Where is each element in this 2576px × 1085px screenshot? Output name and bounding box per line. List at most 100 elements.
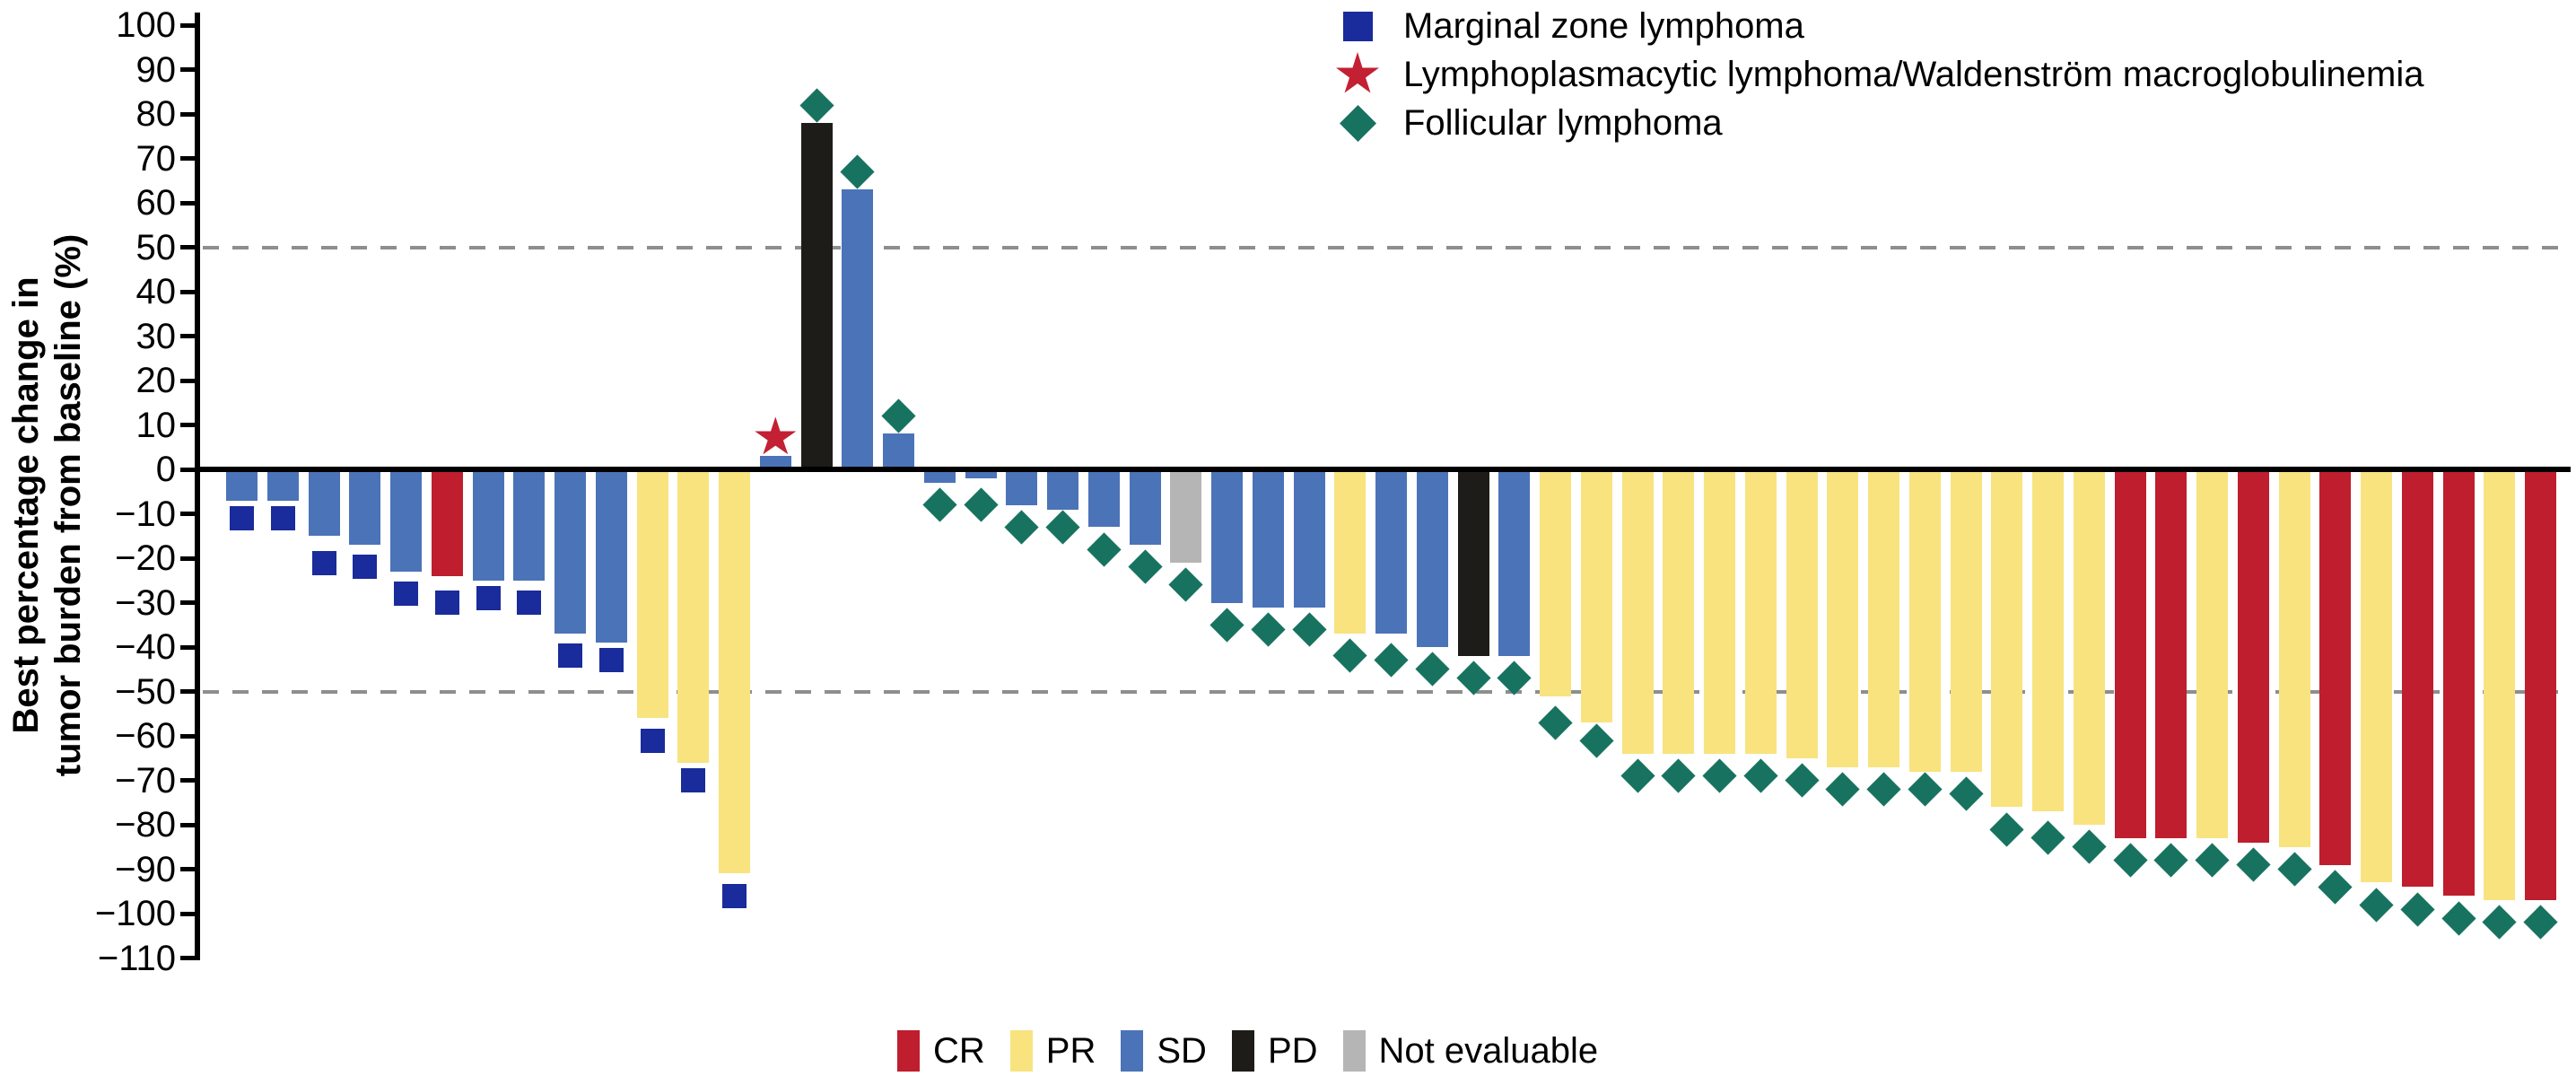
patient-bar-pr (2073, 469, 2105, 825)
y-axis-tick (180, 822, 200, 827)
fl-diamond-marker-icon (2482, 905, 2517, 940)
patient-bar-sd (1087, 469, 1120, 528)
y-axis-tick-label: 50 (135, 227, 177, 267)
y-axis-tick-label: 80 (135, 94, 177, 134)
patient-bar-pr (1663, 469, 1695, 754)
patient-bar-pr (1621, 469, 1654, 754)
response-legend-label: CR (933, 1030, 985, 1071)
patient-bar-sd (1211, 469, 1243, 603)
fl-diamond-marker-icon (963, 487, 999, 522)
y-axis-tick-label: 10 (135, 405, 177, 445)
fl-diamond-marker-icon (2112, 843, 2148, 878)
y-axis-tick-label: 30 (135, 316, 177, 356)
response-legend-item: PR (1009, 1030, 1096, 1072)
y-axis-tick-label: 40 (135, 272, 177, 311)
ne-legend-swatch (1342, 1030, 1366, 1072)
y-axis-tick-label: −10 (115, 494, 176, 534)
y-axis-tick (180, 733, 200, 739)
fl-diamond-marker-icon (2400, 891, 2435, 927)
fl-diamond-marker-icon (1251, 612, 1286, 647)
patient-bar-sd (1293, 469, 1325, 608)
fl-diamond-marker-icon (1743, 758, 1778, 793)
patient-bar-pr (2196, 469, 2228, 838)
y-axis-tick (180, 334, 200, 338)
patient-bar-sd (513, 469, 546, 581)
histology-legend-label: Marginal zone lymphoma (1403, 5, 1804, 46)
patient-bar-pr (677, 469, 710, 763)
reference-dashed-line (203, 689, 2571, 694)
response-legend-label: PD (1267, 1030, 1318, 1071)
patient-bar-sd (472, 469, 504, 581)
y-axis-tick-label: −110 (97, 938, 176, 978)
patient-bar-cr (431, 469, 463, 576)
fl-diamond-marker-icon (2236, 847, 2271, 882)
lpl-star-marker-icon (755, 416, 797, 455)
mzl-square-marker-icon (722, 883, 747, 908)
patient-bar-cr (2525, 469, 2556, 901)
fl-diamond-marker-icon (1127, 549, 1163, 584)
y-axis-tick (180, 467, 200, 472)
patient-bar-pr (719, 469, 750, 874)
fl-diamond-marker-icon (1291, 612, 1327, 647)
patient-bar-cr (2155, 469, 2187, 838)
patient-bar-sd (1006, 469, 1038, 505)
fl-diamond-marker-icon (1087, 532, 1122, 567)
response-legend-item: SD (1121, 1030, 1207, 1072)
fl-diamond-marker-icon (1415, 652, 1450, 687)
fl-diamond-marker-icon (2441, 900, 2476, 936)
fl-diamond-marker-icon (1538, 705, 1573, 740)
y-axis-tick-label: −20 (115, 538, 176, 578)
fl-diamond-marker-icon (1332, 638, 1367, 673)
fl-diamond-marker-icon (1374, 643, 1409, 678)
patient-bar-pr (2361, 469, 2392, 883)
y-axis-tick (180, 111, 200, 117)
patient-bar-cr (2319, 469, 2352, 865)
fl-diamond-marker-icon (799, 88, 834, 123)
fl-diamond-marker-icon (2318, 870, 2353, 905)
patient-bar-sd (390, 469, 422, 572)
patient-bar-sd (759, 456, 791, 469)
patient-bar-pr (1540, 469, 1571, 696)
histology-legend-row: Lymphoplasmacytic lymphoma/Waldenström m… (1335, 50, 2423, 99)
y-axis-tick-label: −60 (115, 716, 176, 756)
patient-bar-pr (1334, 469, 1367, 634)
mzl-square-marker-icon (353, 555, 378, 580)
fl-diamond-marker-icon (1989, 811, 2024, 847)
y-axis-tick (180, 289, 200, 294)
patient-bar-pr (1827, 469, 1859, 767)
mzl-square-marker-icon (598, 648, 624, 673)
patient-bar-pr (2484, 469, 2516, 901)
patient-bar-sd (1375, 469, 1407, 634)
y-axis-tick (180, 911, 200, 916)
y-axis-tick-label: 20 (135, 361, 177, 400)
fl-diamond-marker-icon (922, 487, 957, 522)
cr-legend-swatch (897, 1030, 920, 1072)
y-axis-tick-label: 100 (116, 5, 176, 45)
patient-bar-sd (1047, 469, 1078, 510)
pd-legend-swatch (1231, 1030, 1254, 1072)
patient-bar-sd (1252, 469, 1284, 608)
y-axis-tick (180, 245, 200, 249)
fl-diamond-marker-icon (1948, 776, 1984, 811)
lpl-legend-star-icon (1336, 52, 1379, 93)
y-axis-tick (180, 378, 200, 383)
y-axis-tick-label: −80 (115, 805, 176, 844)
fl-diamond-marker-icon (2523, 905, 2558, 940)
mzl-square-marker-icon (394, 582, 418, 607)
fl-diamond-marker-icon (2153, 843, 2188, 878)
patient-bar-pr (636, 469, 668, 719)
zero-baseline (196, 467, 2571, 472)
patient-bar-pr (1786, 469, 1818, 758)
y-axis-line (195, 13, 200, 959)
patient-bar-sd (554, 469, 586, 634)
y-axis-tick-label: 90 (135, 49, 177, 90)
patient-bar-pr (1580, 469, 1612, 723)
y-axis-tick-label: 70 (135, 138, 177, 179)
response-legend-item: CR (897, 1030, 985, 1072)
patient-bar-pr (1744, 469, 1777, 754)
patient-bar-sd (965, 469, 997, 478)
fl-diamond-marker-icon (1784, 763, 1820, 798)
pr-legend-swatch (1009, 1030, 1033, 1072)
patient-bar-sd (595, 469, 627, 643)
y-axis-tick (180, 423, 200, 427)
